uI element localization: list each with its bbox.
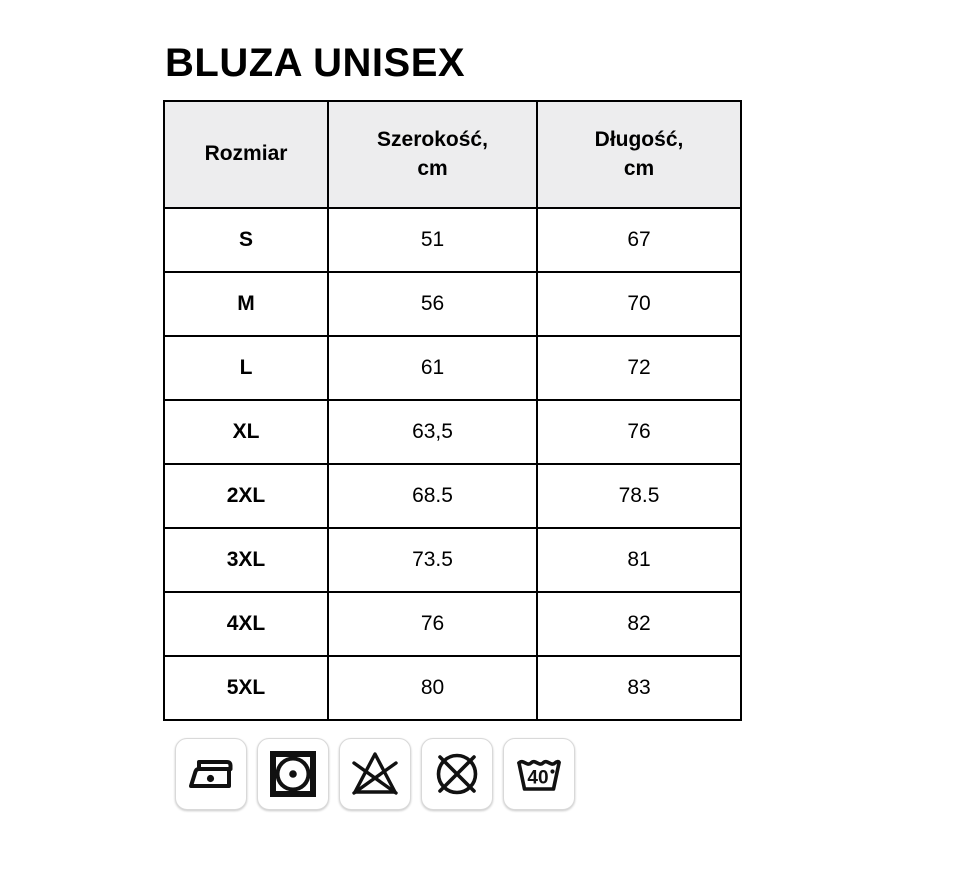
cell-size: 5XL xyxy=(163,655,329,721)
cell-size: 2XL xyxy=(163,463,329,529)
wash-40-degrees-icon: 40 xyxy=(503,738,575,810)
table-row: 5XL 80 83 xyxy=(163,655,742,721)
cell-length: 67 xyxy=(536,207,742,273)
cell-length: 76 xyxy=(536,399,742,465)
table-row: 4XL 76 82 xyxy=(163,591,742,657)
do-not-dry-clean-icon xyxy=(421,738,493,810)
column-header-width-line1: Szerokość, xyxy=(377,128,488,152)
cell-length: 72 xyxy=(536,335,742,401)
cell-width: 73.5 xyxy=(327,527,538,593)
cell-width: 80 xyxy=(327,655,538,721)
cell-width: 68.5 xyxy=(327,463,538,529)
column-header-length-line2: cm xyxy=(623,156,655,180)
cell-width: 51 xyxy=(327,207,538,273)
iron-low-temperature-icon xyxy=(175,738,247,810)
cell-size: L xyxy=(163,335,329,401)
table-row: L 61 72 xyxy=(163,335,742,401)
care-symbols-row: 40 xyxy=(175,738,783,810)
cell-length: 81 xyxy=(536,527,742,593)
table-header: Rozmiar Szerokość, cm Długość, cm xyxy=(163,100,742,209)
column-header-size-line1: Rozmiar xyxy=(204,142,288,166)
cell-size: M xyxy=(163,271,329,337)
cell-size: 4XL xyxy=(163,591,329,657)
cell-length: 70 xyxy=(536,271,742,337)
cell-size: XL xyxy=(163,399,329,465)
column-header-size: Rozmiar xyxy=(163,100,329,209)
cell-size: S xyxy=(163,207,329,273)
table-header-row: Rozmiar Szerokość, cm Długość, cm xyxy=(163,100,742,209)
cell-width: 56 xyxy=(327,271,538,337)
column-header-width: Szerokość, cm xyxy=(327,100,538,209)
table-row: XL 63,5 76 xyxy=(163,399,742,465)
cell-width: 63,5 xyxy=(327,399,538,465)
size-table: Rozmiar Szerokość, cm Długość, cm S 51 xyxy=(163,100,742,721)
cell-length: 83 xyxy=(536,655,742,721)
table-body: S 51 67 M 56 70 L 61 72 XL 63,5 76 xyxy=(163,207,742,721)
table-row: 2XL 68.5 78.5 xyxy=(163,463,742,529)
cell-width: 76 xyxy=(327,591,538,657)
do-not-bleach-icon xyxy=(339,738,411,810)
cell-width: 61 xyxy=(327,335,538,401)
wash-temperature-label: 40 xyxy=(527,768,548,789)
table-row: S 51 67 xyxy=(163,207,742,273)
column-header-width-line2: cm xyxy=(417,156,448,180)
tumble-dry-normal-icon xyxy=(257,738,329,810)
column-header-length: Długość, cm xyxy=(536,100,742,209)
cell-length: 82 xyxy=(536,591,742,657)
page-title: BLUZA UNISEX xyxy=(165,41,466,85)
cell-size: 3XL xyxy=(163,527,329,593)
cell-length: 78.5 xyxy=(536,463,742,529)
table-row: M 56 70 xyxy=(163,271,742,337)
content-container: BLUZA UNISEX Rozmiar Szerokość, cm xyxy=(163,42,783,810)
table-row: 3XL 73.5 81 xyxy=(163,527,742,593)
column-header-length-line1: Długość, xyxy=(594,128,684,152)
